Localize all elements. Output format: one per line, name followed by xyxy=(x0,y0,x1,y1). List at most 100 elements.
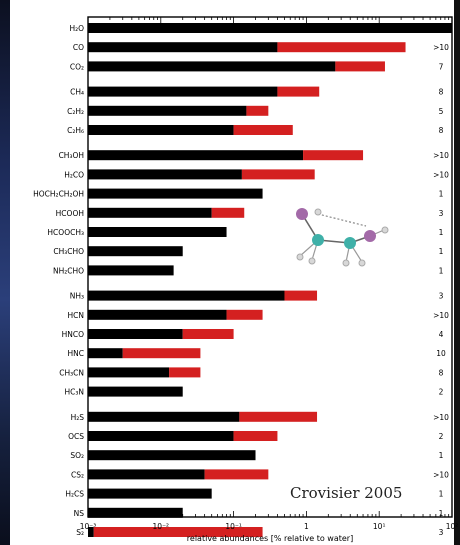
bar-range xyxy=(277,42,406,53)
bar-min xyxy=(88,265,174,276)
category-label: CH₃CN xyxy=(59,368,84,377)
bar-min xyxy=(88,207,212,218)
x-tick-label: 10⁻¹ xyxy=(225,522,242,531)
category-label: CH₃CHO xyxy=(53,247,84,256)
bar-min xyxy=(88,227,227,237)
bar-min xyxy=(88,290,285,301)
bar-range xyxy=(233,431,278,441)
bar-range xyxy=(284,290,318,301)
right-number: 4 xyxy=(439,330,444,339)
bar-min xyxy=(88,507,183,518)
category-label: HNCO xyxy=(62,330,84,339)
bar-min xyxy=(88,431,234,441)
bar-range xyxy=(241,169,315,180)
bar-range xyxy=(233,125,293,135)
bar-min xyxy=(88,42,278,53)
category-label: NH₂CHO xyxy=(53,266,84,275)
category-label: HNC xyxy=(68,349,85,358)
bar-min xyxy=(88,61,336,72)
right-number: 10 xyxy=(436,349,446,358)
category-label: CH₃OH xyxy=(59,151,84,160)
category-label: CO xyxy=(73,43,84,52)
right-number: 1 xyxy=(439,228,444,237)
x-axis-label: relative abundances [% relative to water… xyxy=(187,534,353,543)
category-label: H₂CO xyxy=(64,170,84,179)
bar-range xyxy=(335,61,385,72)
category-label: OCS xyxy=(68,432,84,441)
molecule-diagram xyxy=(296,208,389,267)
bar-range xyxy=(204,469,269,480)
category-label: CH₄ xyxy=(70,88,84,97)
backdrop-right xyxy=(452,0,460,545)
category-label: C₂H₂ xyxy=(67,107,84,116)
category-label: NS xyxy=(74,509,85,518)
annotation-credit: Crovisier 2005 xyxy=(290,484,402,502)
bar-min xyxy=(88,386,183,397)
bar-min xyxy=(88,309,227,320)
bar-min xyxy=(88,367,170,378)
right-number: 3 xyxy=(439,292,444,301)
x-tick-label: 10¹ xyxy=(373,522,386,531)
x-tick-label: 10⁻³ xyxy=(80,522,97,531)
category-label: C₂H₆ xyxy=(67,126,84,135)
right-number: 8 xyxy=(439,368,444,377)
bar-min xyxy=(88,86,278,97)
bar-min xyxy=(88,125,234,135)
right-number: >10 xyxy=(433,151,449,160)
category-label: HCOOH xyxy=(56,209,84,218)
right-number: >10 xyxy=(433,470,449,479)
bar-min xyxy=(88,105,247,116)
x-tick-label: 10⁻² xyxy=(153,522,170,531)
category-label: H₂CS xyxy=(65,490,84,499)
x-tick-label: 1 xyxy=(304,522,309,531)
category-label: HCN xyxy=(68,311,85,320)
bar-min xyxy=(88,527,94,537)
right-number: 7 xyxy=(439,62,444,71)
category-label: H₂O xyxy=(69,24,84,33)
bar-range xyxy=(169,367,201,378)
bar-min xyxy=(88,488,212,499)
right-number: 1 xyxy=(439,490,444,499)
category-label: CO₂ xyxy=(70,62,84,71)
right-number: >10 xyxy=(433,311,449,320)
right-number: 2 xyxy=(439,432,444,441)
right-number: >10 xyxy=(433,43,449,52)
bar-min xyxy=(88,150,304,161)
category-label: H₂S xyxy=(71,413,85,422)
bar-range xyxy=(303,150,364,161)
bar-min xyxy=(88,469,205,480)
bar-min xyxy=(88,23,452,33)
category-label: HOCH₂CH₂OH xyxy=(33,190,84,199)
right-number: 1 xyxy=(439,190,444,199)
bar-min xyxy=(88,169,242,180)
right-number: 3 xyxy=(439,209,444,218)
right-number: 3 xyxy=(439,528,444,537)
right-number: 8 xyxy=(439,126,444,135)
right-number: 1 xyxy=(439,247,444,256)
bar-range xyxy=(182,329,234,339)
right-number: 8 xyxy=(439,88,444,97)
bar-range xyxy=(239,411,318,422)
right-number: >10 xyxy=(433,170,449,179)
category-label: S₂ xyxy=(76,528,84,537)
bar-range xyxy=(277,86,320,97)
bar-range xyxy=(122,348,201,359)
category-label: NH₃ xyxy=(70,292,84,301)
right-number: 2 xyxy=(439,388,444,397)
bar-range xyxy=(246,105,269,116)
category-label: SO₂ xyxy=(70,451,84,460)
right-number: 1 xyxy=(439,509,444,518)
bar-min xyxy=(88,450,256,461)
category-label: HCOOCH₃ xyxy=(47,228,84,237)
bar-range xyxy=(93,527,263,537)
bar-min xyxy=(88,246,183,257)
bar-range xyxy=(226,309,263,320)
bar-min xyxy=(88,411,240,422)
right-number: 1 xyxy=(439,266,444,275)
bar-min xyxy=(88,188,263,199)
category-label: CS₂ xyxy=(71,470,84,479)
x-tick-label: 10² xyxy=(446,522,459,531)
right-number: 1 xyxy=(439,451,444,460)
bar-min xyxy=(88,329,183,339)
